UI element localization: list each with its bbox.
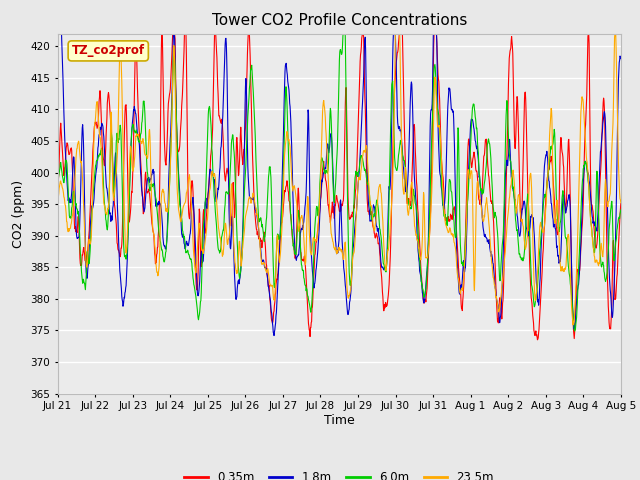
X-axis label: Time: Time xyxy=(324,414,355,427)
Text: TZ_co2prof: TZ_co2prof xyxy=(72,44,145,58)
Title: Tower CO2 Profile Concentrations: Tower CO2 Profile Concentrations xyxy=(211,13,467,28)
Y-axis label: CO2 (ppm): CO2 (ppm) xyxy=(12,180,24,248)
Legend: 0.35m, 1.8m, 6.0m, 23.5m: 0.35m, 1.8m, 6.0m, 23.5m xyxy=(180,466,499,480)
